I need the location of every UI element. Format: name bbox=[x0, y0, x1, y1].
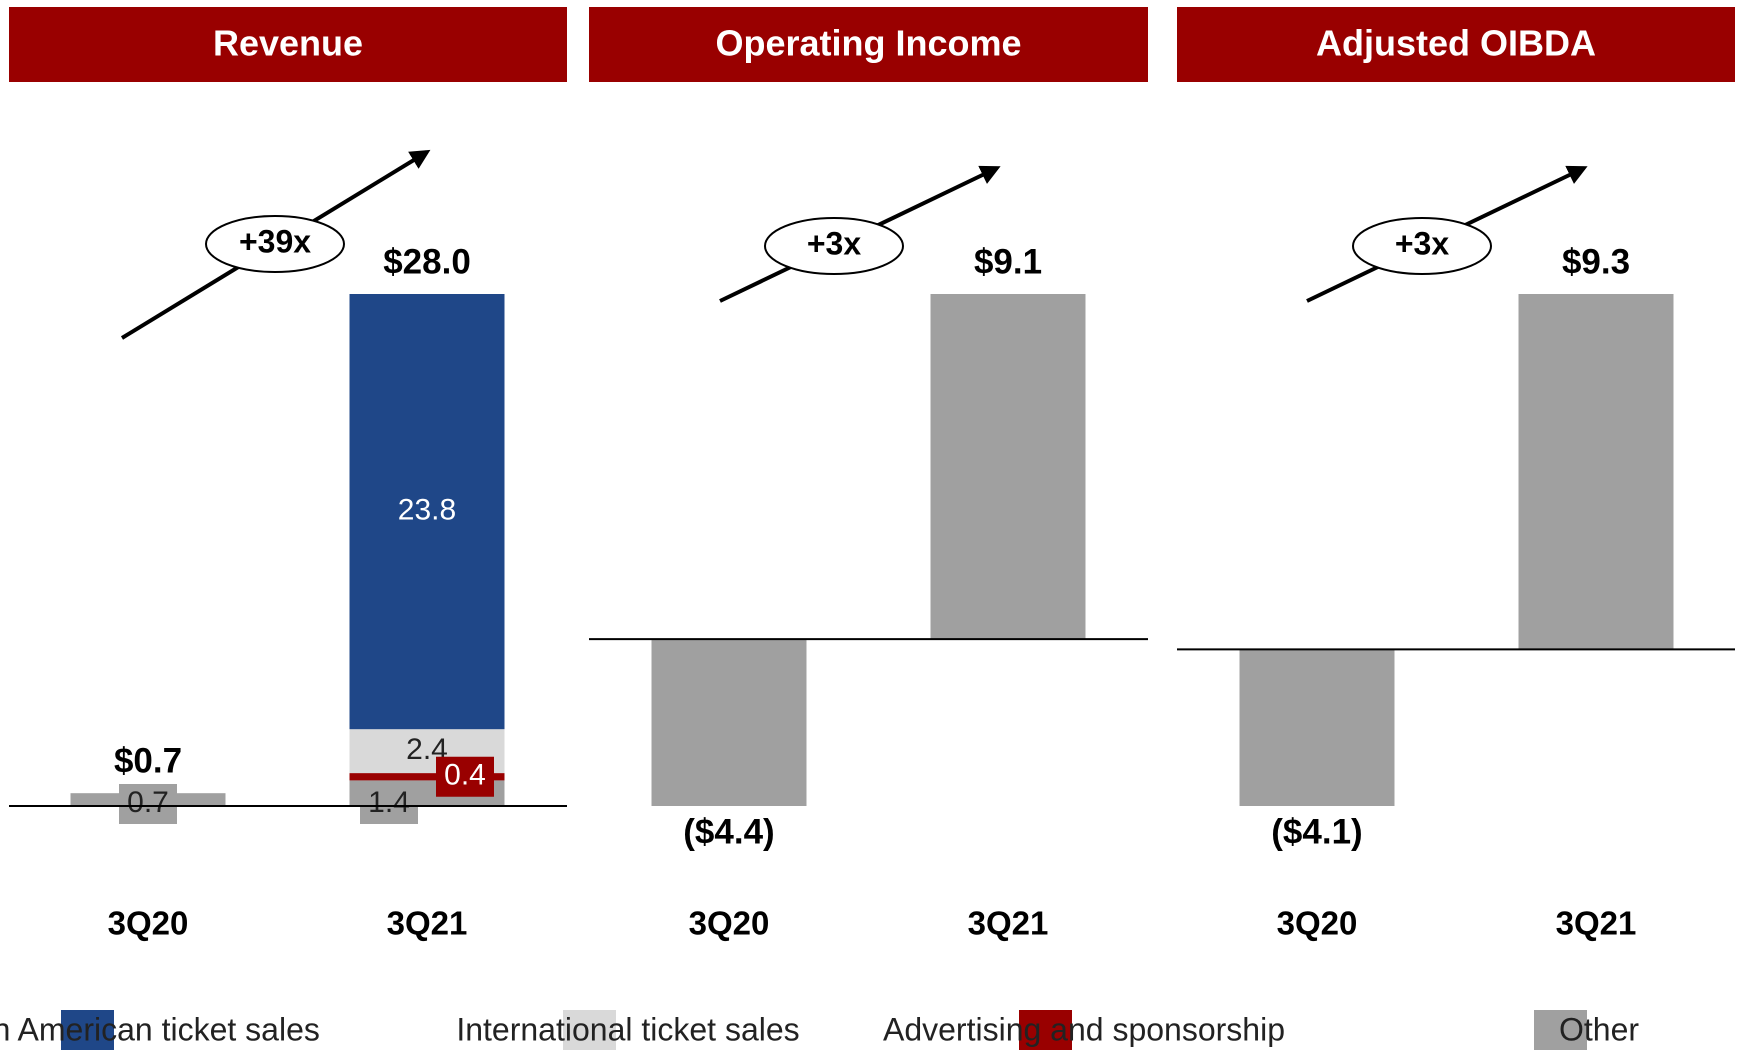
category-label: 3Q20 bbox=[689, 905, 770, 942]
annotation-bubble bbox=[1352, 217, 1492, 275]
segment-label: 23.8 bbox=[398, 494, 456, 527]
category-label: 3Q21 bbox=[387, 905, 468, 942]
header-bar bbox=[1177, 7, 1735, 82]
category-label: 3Q21 bbox=[1556, 905, 1637, 942]
annotation: +3x bbox=[807, 225, 861, 261]
category-label: 3Q21 bbox=[968, 905, 1049, 942]
bar bbox=[1239, 649, 1395, 806]
value-label: $9.1 bbox=[974, 242, 1042, 281]
bar bbox=[1518, 294, 1674, 650]
legend-swatch bbox=[61, 1010, 114, 1050]
legend-label: Other bbox=[1559, 1011, 1639, 1047]
value-label: ($4.4) bbox=[683, 812, 774, 851]
total-label: $28.0 bbox=[383, 242, 471, 281]
chart-title: Operating Income bbox=[715, 23, 1021, 64]
legend-label: North American ticket sales bbox=[0, 1011, 320, 1047]
annotation: +39x bbox=[239, 223, 311, 259]
bar-segment bbox=[349, 294, 505, 730]
header-bar bbox=[9, 7, 567, 82]
total-label: $0.7 bbox=[114, 741, 182, 780]
segment-label-box bbox=[119, 784, 177, 824]
category-label: 3Q20 bbox=[108, 905, 189, 942]
annotation-bubble bbox=[764, 217, 904, 275]
segment-label: 0.7 bbox=[127, 786, 169, 819]
annotation: +3x bbox=[1395, 225, 1449, 261]
bar bbox=[651, 639, 807, 806]
header-bar bbox=[589, 7, 1148, 82]
legend-swatch bbox=[1534, 1010, 1587, 1050]
annotation-bubble bbox=[205, 215, 345, 273]
legend-swatch bbox=[563, 1010, 616, 1050]
value-label: ($4.1) bbox=[1271, 812, 1362, 851]
chart-title: Adjusted OIBDA bbox=[1316, 23, 1596, 64]
category-label: 3Q20 bbox=[1277, 905, 1358, 942]
legend-swatch bbox=[1019, 1010, 1072, 1050]
bar bbox=[930, 294, 1086, 640]
legend-label: Advertising and sponsorship bbox=[883, 1011, 1285, 1047]
value-label: $9.3 bbox=[1562, 242, 1630, 281]
legend-label: International ticket sales bbox=[456, 1011, 799, 1047]
segment-label-box bbox=[360, 784, 418, 824]
bar-segment bbox=[349, 773, 505, 781]
segment-label: 1.4 bbox=[368, 786, 410, 819]
chart-title: Revenue bbox=[213, 23, 363, 64]
segment-label-box bbox=[436, 756, 494, 797]
segment-label: 0.4 bbox=[444, 759, 486, 792]
